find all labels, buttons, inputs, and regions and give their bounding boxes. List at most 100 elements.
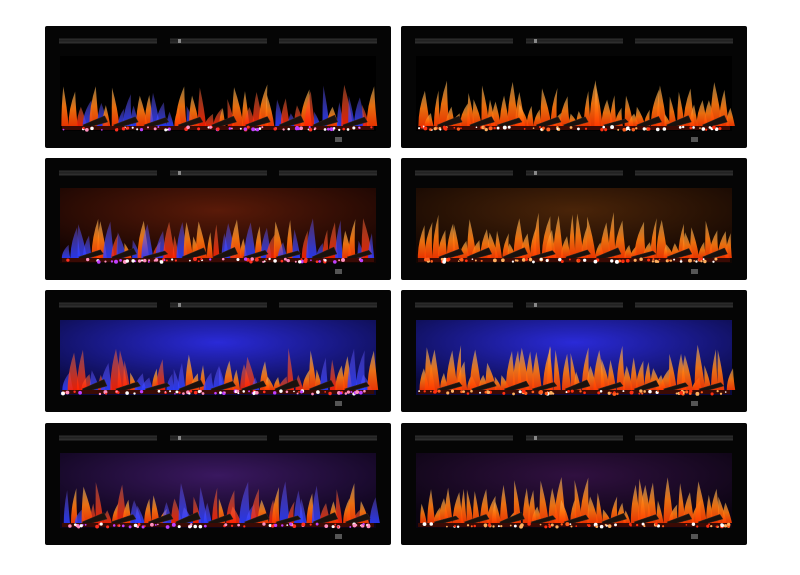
ember	[201, 392, 205, 395]
ember	[354, 523, 358, 527]
flame	[322, 85, 330, 126]
ember	[350, 390, 353, 393]
ember	[308, 128, 312, 132]
ember	[565, 522, 570, 527]
flame	[279, 481, 290, 523]
ember	[243, 525, 246, 528]
ember	[459, 257, 464, 262]
ember	[139, 389, 144, 394]
ember	[209, 125, 213, 129]
ember	[538, 390, 543, 395]
ember	[437, 389, 441, 393]
ember	[509, 524, 512, 527]
ember	[622, 127, 627, 132]
ember	[548, 523, 551, 526]
ember	[188, 392, 191, 395]
ember	[532, 260, 535, 264]
ember	[493, 126, 496, 130]
ember	[177, 525, 181, 529]
control-light	[534, 39, 537, 43]
flame	[135, 505, 145, 523]
ember	[296, 392, 299, 395]
ember	[570, 525, 573, 528]
ember	[550, 523, 554, 527]
flame	[609, 95, 617, 126]
ember	[315, 260, 319, 264]
ember	[174, 392, 176, 395]
flame	[726, 368, 736, 390]
ember	[128, 525, 132, 529]
ember	[349, 526, 352, 528]
ember	[705, 128, 708, 131]
ember	[655, 127, 660, 132]
ember	[150, 522, 154, 527]
ember	[443, 126, 448, 131]
ember	[646, 127, 651, 131]
ember	[577, 258, 581, 262]
ember	[230, 524, 234, 527]
ember-bed	[62, 390, 374, 394]
ember	[359, 258, 364, 263]
ember	[700, 257, 703, 261]
ember	[655, 522, 658, 526]
ember	[689, 389, 693, 393]
flame	[424, 221, 433, 258]
panel-button	[691, 137, 698, 142]
ember	[262, 522, 266, 526]
ember	[584, 127, 588, 130]
ember	[464, 259, 468, 263]
ember	[470, 525, 473, 528]
ember	[355, 390, 360, 395]
ember	[268, 257, 271, 261]
ember	[190, 523, 193, 526]
flame	[81, 486, 94, 523]
ember	[326, 127, 330, 131]
ember	[439, 128, 442, 131]
flame	[669, 96, 677, 126]
ember	[470, 389, 473, 393]
ember	[164, 128, 168, 132]
flame	[634, 221, 647, 258]
ember	[293, 390, 295, 393]
ember	[466, 392, 470, 395]
flame	[546, 346, 554, 390]
ember	[702, 258, 705, 261]
ember	[243, 127, 248, 131]
ember	[612, 391, 617, 396]
ember	[99, 522, 103, 526]
ember-bed	[418, 258, 730, 262]
flame	[717, 349, 725, 390]
ember	[639, 257, 643, 261]
panel-button	[335, 401, 342, 406]
flame	[335, 489, 343, 523]
ember	[186, 125, 190, 130]
ember	[323, 128, 327, 131]
flame	[596, 492, 603, 523]
ember	[344, 392, 348, 395]
ember	[565, 391, 568, 394]
ember	[447, 257, 451, 261]
ember	[513, 524, 517, 528]
ember	[453, 126, 456, 129]
fireplace-panel	[45, 423, 391, 545]
ember	[466, 524, 470, 527]
flame	[710, 82, 723, 126]
flame	[495, 230, 502, 258]
ember	[157, 523, 159, 526]
ember	[616, 392, 619, 396]
flame	[494, 376, 502, 390]
flame	[111, 87, 120, 126]
flame	[440, 372, 449, 390]
flame	[437, 230, 448, 258]
ember	[79, 524, 83, 528]
ember	[133, 523, 138, 528]
ember	[539, 523, 542, 526]
ember	[175, 390, 179, 394]
ember	[507, 125, 511, 129]
ember	[618, 259, 622, 263]
ember	[708, 523, 710, 526]
flame	[694, 344, 706, 390]
ember	[324, 524, 329, 528]
ember	[163, 259, 166, 261]
